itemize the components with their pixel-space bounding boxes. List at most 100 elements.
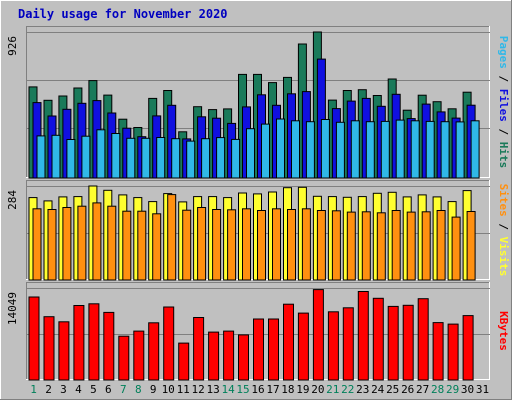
bar-pages-day-13 (216, 137, 226, 179)
bar-kbytes-day-3 (58, 321, 70, 381)
bar-sites-day-18 (287, 209, 296, 281)
x-tick-label-7: 7 (120, 383, 127, 396)
legend-label-separator-3: / (497, 122, 510, 136)
x-tick-label-4: 4 (75, 383, 82, 396)
bar-kbytes-day-23 (357, 291, 369, 381)
bar-kbytes-day-13 (208, 331, 220, 381)
x-tick-label-20: 20 (311, 383, 324, 396)
bar-pages-day-19 (305, 121, 315, 179)
bar-kbytes-day-21 (327, 311, 339, 381)
bar-kbytes-day-27 (417, 298, 429, 381)
bar-kbytes-day-25 (387, 305, 399, 381)
bar-pages-day-30 (470, 120, 480, 179)
bar-kbytes-day-5 (88, 303, 100, 381)
x-tick-label-18: 18 (281, 383, 294, 396)
legend-label-sites: Sites (497, 184, 510, 217)
bar-pages-day-14 (231, 138, 241, 179)
bar-kbytes-day-9 (148, 322, 160, 381)
bar-sites-day-6 (107, 205, 117, 281)
panel-kb-legend: KBytes (497, 311, 510, 351)
x-tick-label-21: 21 (326, 383, 339, 396)
bar-sites-day-5 (92, 202, 102, 281)
bar-sites-day-19 (301, 208, 311, 281)
series-kbytes (28, 289, 474, 381)
bar-pages-day-28 (440, 121, 450, 179)
bar-kbytes-day-22 (342, 307, 354, 381)
bar-sites-day-8 (137, 210, 147, 281)
bar-sites-day-25 (391, 210, 401, 281)
x-tick-label-17: 17 (266, 383, 279, 396)
bar-sites-day-15 (242, 208, 251, 281)
panel-pfh-legend: Pages / Files / Hits (497, 36, 510, 169)
x-tick-label-2: 2 (45, 383, 52, 396)
bar-pages-day-17 (276, 118, 285, 179)
bar-pages-day-2 (51, 134, 61, 179)
bar-sites-day-9 (152, 213, 162, 281)
x-tick-label-29: 29 (446, 383, 459, 396)
panel-sv: 284 Sites / Visits (6, 180, 510, 281)
x-tick-label-27: 27 (416, 383, 429, 396)
panel-sv-legend: Sites / Visits (497, 184, 510, 277)
bar-pages-day-9 (156, 137, 166, 179)
bar-sites-day-23 (361, 211, 371, 281)
bar-pages-day-29 (455, 121, 465, 179)
bar-sites-day-28 (436, 210, 446, 281)
bar-sites-day-1 (32, 208, 42, 281)
panel-pfh-max-label: 926 (6, 36, 19, 56)
panel-pfh: 926 Pages / Files / Hits (6, 26, 510, 179)
bar-pages-day-11 (186, 140, 196, 179)
bar-kbytes-day-8 (133, 330, 145, 381)
bar-pages-day-22 (350, 120, 360, 179)
bar-sites-day-2 (47, 209, 57, 281)
x-tick-label-1: 1 (30, 383, 37, 396)
panel-kb-max-label: 14049 (6, 292, 19, 325)
x-tick-label-9: 9 (150, 383, 157, 396)
x-tick-label-10: 10 (162, 383, 175, 396)
x-tick-label-23: 23 (356, 383, 369, 396)
legend-label-separator-1: / (497, 217, 510, 231)
bar-sites-day-22 (346, 211, 356, 281)
x-tick-label-11: 11 (177, 383, 190, 396)
bar-sites-day-30 (466, 211, 476, 281)
x-tick-label-6: 6 (105, 383, 112, 396)
bar-pages-day-24 (380, 120, 390, 179)
bar-pages-day-27 (425, 120, 435, 179)
bar-kbytes-day-6 (103, 311, 115, 381)
bar-kbytes-day-4 (73, 305, 85, 381)
bar-sites-day-21 (331, 210, 341, 281)
x-tick-label-19: 19 (296, 383, 309, 396)
bar-kbytes-day-18 (283, 303, 294, 381)
x-tick-label-26: 26 (401, 383, 414, 396)
bar-pages-day-26 (410, 120, 420, 179)
x-tick-label-8: 8 (135, 383, 142, 396)
x-tick-label-3: 3 (60, 383, 67, 396)
bar-pages-day-1 (36, 135, 46, 179)
legend-label-separator-1: / (497, 69, 510, 83)
bar-kbytes-day-17 (268, 318, 279, 381)
panel-kb: 14049 KBytes (6, 282, 510, 381)
x-axis-labels: 1 2 3 4 5 6 7 8 9 10 11 12 13 14 15 16 17 18 19 20 21 22 23 24 2… (30, 383, 489, 396)
legend-label-files: Files (497, 82, 510, 122)
bar-pages-day-15 (246, 128, 255, 179)
x-tick-label-14: 14 (221, 383, 235, 396)
bar-kbytes-day-28 (432, 322, 444, 381)
bar-pages-day-20 (320, 119, 330, 179)
bar-pages-day-25 (395, 119, 405, 179)
bar-sites-day-27 (421, 211, 431, 281)
panel-sv-max-label: 284 (6, 190, 19, 210)
bar-kbytes-day-15 (238, 334, 249, 381)
x-tick-label-24: 24 (371, 383, 385, 396)
bar-pages-day-8 (141, 137, 151, 179)
bar-sites-day-17 (272, 208, 281, 281)
bar-pages-day-10 (171, 138, 181, 179)
x-tick-label-30: 30 (461, 383, 474, 396)
bar-pages-day-4 (81, 135, 91, 179)
series-pages (36, 118, 480, 179)
chart-title: Daily usage for November 2020 (18, 7, 228, 21)
x-tick-label-13: 13 (206, 383, 219, 396)
legend-label-visits: Visits (497, 230, 510, 276)
bar-sites-day-29 (451, 216, 461, 281)
bar-kbytes-day-11 (178, 342, 190, 381)
series-sites (32, 194, 476, 281)
